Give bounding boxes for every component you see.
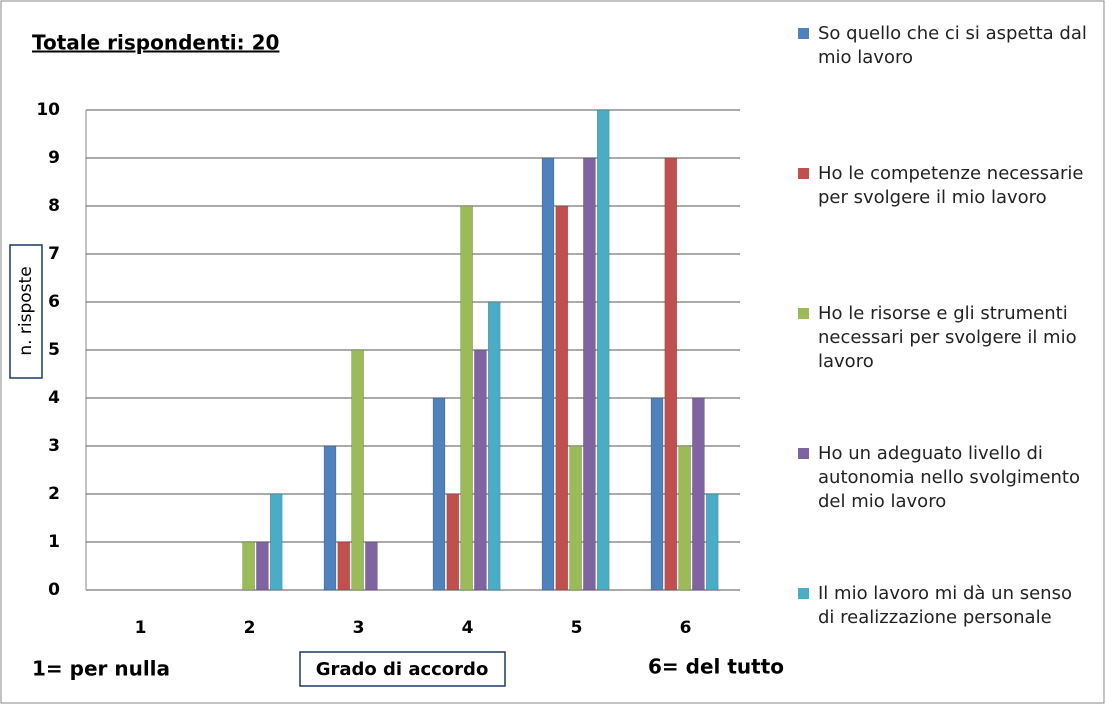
bar	[650, 397, 664, 591]
y-tick-label: 4	[48, 388, 60, 408]
y-tick-label: 7	[48, 244, 60, 264]
bar	[256, 541, 269, 591]
x-tick-label: 3	[353, 618, 365, 638]
bar	[487, 301, 501, 591]
legend-label: So quello che ci si aspetta dal mio lavo…	[818, 23, 1087, 68]
bar	[555, 205, 569, 591]
bar	[337, 541, 351, 591]
bar	[432, 397, 446, 591]
y-label-box	[9, 244, 43, 379]
bar	[596, 109, 610, 591]
y-tick-label: 6	[48, 292, 60, 312]
legend-item: Ho un adeguato livello di autonomia nell…	[798, 442, 1093, 514]
bar	[351, 349, 364, 591]
legend-label: Il mio lavoro mi dà un senso di realizza…	[818, 583, 1072, 628]
legend-label: Ho le risorse e gli strumenti necessari …	[818, 303, 1077, 372]
y-tick-label: 10	[36, 100, 60, 120]
legend-swatch	[798, 308, 809, 319]
bar	[664, 157, 678, 591]
legend-item: Ho le competenze necessarie per svolgere…	[798, 162, 1093, 210]
bar	[365, 541, 378, 591]
y-tick-label: 8	[48, 196, 60, 216]
bar	[583, 157, 596, 591]
legend-item: So quello che ci si aspetta dal mio lavo…	[798, 22, 1093, 70]
legend-item: Ho le risorse e gli strumenti necessari …	[798, 302, 1093, 374]
legend-label: Ho le competenze necessarie per svolgere…	[818, 163, 1084, 208]
y-tick-label: 2	[48, 484, 60, 504]
bar	[474, 349, 487, 591]
x-tick-label: 1	[135, 618, 147, 638]
annotation: 6= del tutto	[648, 655, 784, 679]
bar	[323, 445, 337, 591]
bar	[569, 445, 582, 591]
legend-swatch	[798, 588, 809, 599]
bar	[692, 397, 705, 591]
y-axis-label: n. risposte	[16, 266, 36, 355]
bar	[541, 157, 555, 591]
x-label-box	[299, 651, 506, 687]
annotation: 1= per nulla	[32, 657, 170, 681]
chart-title: Totale rispondenti: 20	[32, 31, 279, 55]
legend-swatch	[798, 168, 809, 179]
y-tick-label: 1	[48, 532, 60, 552]
legend-swatch	[798, 448, 809, 459]
legend-swatch	[798, 28, 809, 39]
x-tick-label: 6	[680, 618, 692, 638]
bar	[242, 541, 255, 591]
legend-label: Ho un adeguato livello di autonomia nell…	[818, 443, 1080, 512]
y-tick-label: 0	[48, 580, 60, 600]
bar	[269, 493, 283, 591]
bar	[705, 493, 719, 591]
legend-item: Il mio lavoro mi dà un senso di realizza…	[798, 582, 1093, 630]
bar	[460, 205, 473, 591]
x-axis-label: Grado di accordo	[316, 659, 489, 680]
y-tick-label: 5	[48, 340, 60, 360]
bar	[678, 445, 691, 591]
y-tick-label: 3	[48, 436, 60, 456]
x-tick-label: 2	[244, 618, 256, 638]
x-tick-label: 5	[571, 618, 583, 638]
y-tick-label: 9	[48, 148, 60, 168]
bar	[446, 493, 460, 591]
x-tick-label: 4	[462, 618, 474, 638]
